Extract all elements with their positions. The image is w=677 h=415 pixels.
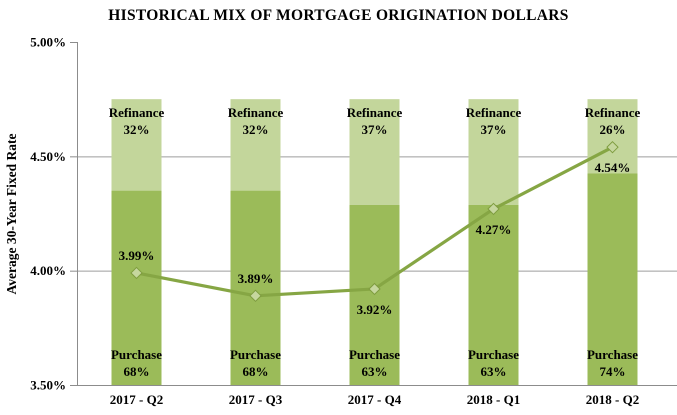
bar-segment-refinance: [468, 99, 519, 205]
bars-group: [111, 99, 638, 385]
labels-group: 5.00% 4.50% 4.00% 3.50% Refinance 32% Purchase…: [30, 35, 640, 408]
bar-label-purchase-value: 68%: [243, 364, 269, 379]
y-tick-label: 4.50%: [30, 149, 66, 164]
bar-label-refinance-value: 37%: [481, 122, 507, 137]
rate-marker: [130, 266, 143, 280]
rate-marker: [606, 140, 619, 154]
bar-label-purchase-name: Purchase: [349, 347, 400, 362]
rate-data-label: 4.27%: [476, 222, 512, 237]
bar-label-purchase-name: Purchase: [468, 347, 519, 362]
bar-label-purchase-value: 63%: [362, 364, 388, 379]
bar-label-refinance-value: 26%: [600, 122, 626, 137]
bar-segment-purchase: [230, 190, 281, 385]
bar-segment-refinance: [230, 99, 281, 191]
bar-label-refinance-name: Refinance: [585, 105, 641, 120]
bar-label-purchase-value: 68%: [124, 364, 150, 379]
rate-marker: [368, 282, 381, 296]
bar-label-purchase-name: Purchase: [111, 347, 162, 362]
bar-label-refinance-value: 32%: [124, 122, 150, 137]
rate-marker: [249, 289, 262, 303]
x-category-label: 2017 - Q2: [110, 392, 163, 407]
bar-segment-purchase: [111, 190, 162, 385]
bar-segment-purchase: [468, 204, 519, 385]
bar-label-refinance-name: Refinance: [228, 105, 284, 120]
y-tick-label: 5.00%: [30, 35, 66, 50]
chart-title: HISTORICAL MIX OF MORTGAGE ORIGINATION D…: [108, 7, 569, 24]
bar-label-refinance-name: Refinance: [109, 105, 165, 120]
rate-data-label: 3.89%: [238, 271, 274, 286]
rate-data-label: 3.92%: [357, 302, 393, 317]
rate-data-label: 4.54%: [595, 160, 631, 175]
x-category-label: 2017 - Q3: [229, 392, 283, 407]
bar-label-refinance-name: Refinance: [466, 105, 522, 120]
bar-label-refinance-value: 32%: [243, 122, 269, 137]
y-axis-title: Average 30-Year Fixed Rate: [4, 133, 19, 294]
bar-label-purchase-name: Purchase: [230, 347, 281, 362]
axes-group: [70, 42, 677, 386]
y-tick-label: 3.50%: [30, 378, 66, 393]
bar-segment-refinance: [587, 99, 638, 174]
rate-line-group: [130, 140, 619, 303]
bar-segment-purchase: [587, 173, 638, 385]
bar-label-refinance-name: Refinance: [347, 105, 403, 120]
bar-segment-refinance: [349, 99, 400, 205]
bar-segment-refinance: [111, 99, 162, 191]
rate-marker: [487, 202, 500, 216]
rate-data-label: 3.99%: [119, 248, 155, 263]
y-tick-label: 4.00%: [30, 263, 66, 278]
bar-label-purchase-name: Purchase: [587, 347, 638, 362]
x-category-label: 2018 - Q2: [586, 392, 639, 407]
x-category-label: 2017 - Q4: [348, 392, 402, 407]
x-category-label: 2018 - Q1: [467, 392, 520, 407]
bar-label-purchase-value: 74%: [600, 364, 626, 379]
bar-label-purchase-value: 63%: [481, 364, 507, 379]
bar-label-refinance-value: 37%: [362, 122, 388, 137]
